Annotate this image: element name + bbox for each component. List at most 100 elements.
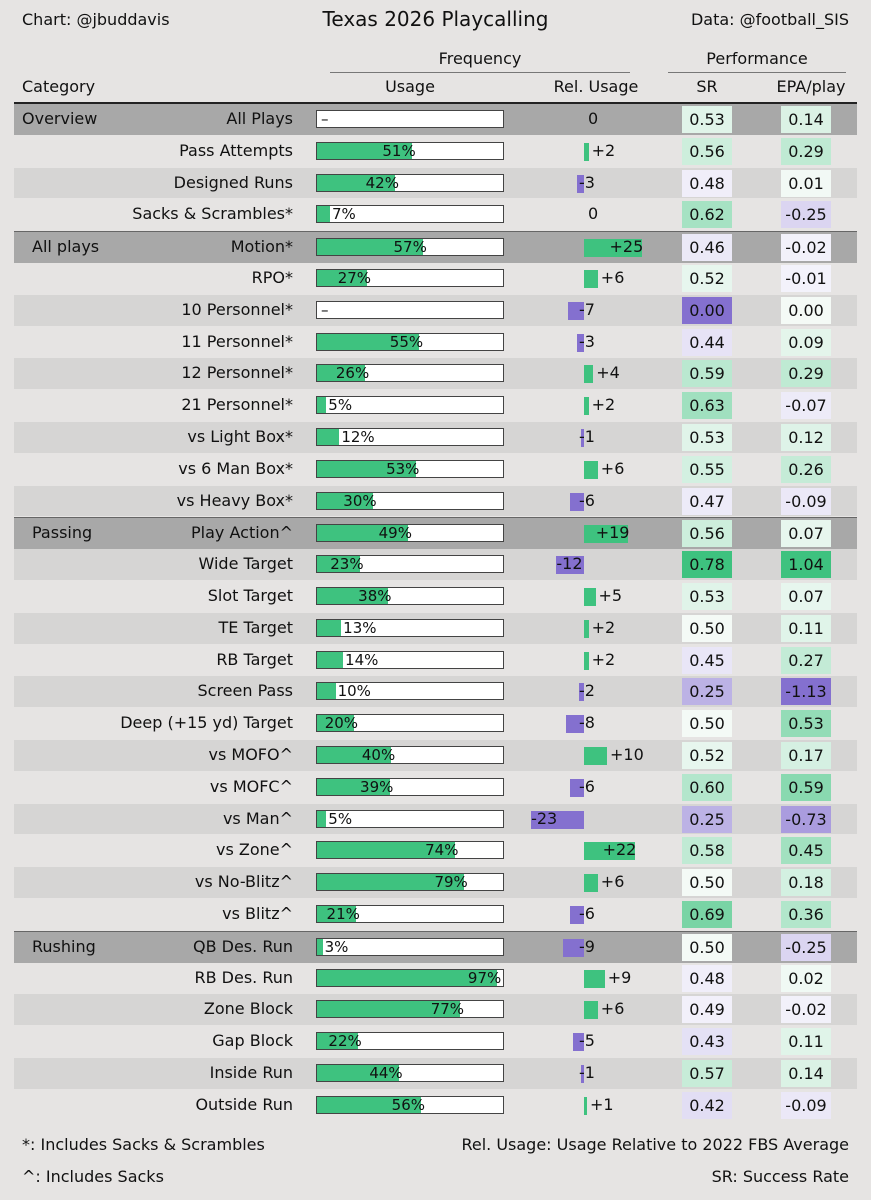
section-label: All plays [32, 237, 100, 257]
epa-cell: -0.09 [781, 487, 831, 515]
epa-cell: 0.59 [781, 773, 831, 801]
usage-label: 42% [365, 173, 399, 192]
usage-label: 30% [343, 491, 377, 510]
usage-label: 21% [326, 905, 360, 923]
row-label: vs Blitz^ [222, 904, 293, 923]
usage-bar [317, 429, 340, 445]
rel-usage-label: +22 [602, 840, 637, 860]
usage-label: 10% [337, 682, 371, 701]
usage-bar-track: 10% [316, 682, 504, 701]
sr-cell: 0.43 [682, 1028, 732, 1056]
epa-cell: 0.53 [781, 710, 831, 738]
sr-cell: 0.00 [682, 296, 732, 324]
sr-cell: 0.63 [682, 392, 732, 420]
row-label: vs Zone^ [215, 840, 293, 860]
rel-usage-label: +6 [600, 999, 625, 1019]
footnote-sr: SR: Success Rate [711, 1167, 849, 1186]
epa-cell: 0.12 [781, 424, 831, 451]
frequency-group-line [330, 72, 630, 73]
table-row: Inside Run 44% -1 0.57 0.14 [14, 1058, 857, 1089]
rel-usage-label: -6 [579, 776, 595, 796]
sr-cell: 0.25 [682, 678, 732, 706]
rel-usage-label: 0 [588, 109, 599, 128]
usage-label: 12% [341, 428, 375, 446]
table-row: Outside Run 56% +1 0.42 -0.09 [14, 1089, 857, 1121]
usage-bar-track: 30% [316, 491, 504, 510]
frequency-group-label: Frequency [438, 49, 522, 68]
section-label: Passing [32, 523, 93, 543]
rel-usage-bar [584, 651, 589, 670]
sr-cell: 0.50 [682, 710, 732, 738]
table-row: TE Target 13% +2 0.50 0.11 [14, 612, 857, 644]
sr-cell: 0.50 [682, 869, 732, 897]
usage-bar [317, 1033, 358, 1050]
sr-cell: 0.60 [682, 773, 732, 801]
header-rule [14, 102, 857, 104]
epa-cell: 0.36 [781, 901, 831, 928]
row-label: vs 6 Man Box* [178, 458, 293, 478]
row-label: Inside Run [209, 1063, 293, 1082]
rel-usage-label: +25 [609, 237, 644, 257]
usage-label: 79% [434, 873, 468, 892]
usage-bar [317, 778, 390, 795]
usage-bar [317, 333, 420, 350]
row-label: 11 Personnel* [181, 331, 293, 351]
rel-usage-label: +10 [610, 745, 644, 764]
row-label: Play Action^ [191, 523, 293, 543]
rel-usage-label: -12 [556, 554, 583, 574]
rel-usage-bar [567, 301, 584, 320]
sr-cell: 0.50 [682, 933, 732, 961]
sr-cell: 0.44 [682, 328, 732, 356]
usage-bar-track: 7% [316, 205, 504, 224]
rel-usage-label: +2 [591, 140, 616, 160]
usage-bar-track: 49% [316, 524, 504, 543]
sr-cell: 0.56 [682, 520, 732, 548]
usage-label: 49% [378, 524, 412, 543]
table-row: vs Light Box* 12% -1 0.53 0.12 [14, 422, 857, 453]
col-header-epa: EPA/play [776, 77, 846, 96]
sr-cell: 0.52 [682, 742, 732, 769]
usage-bar-track: 42% [316, 173, 504, 192]
usage-label: 27% [337, 269, 372, 287]
usage-label: 5% [328, 809, 353, 828]
sr-cell: 0.53 [682, 424, 732, 451]
usage-label: 44% [369, 1064, 403, 1082]
row-label: Zone Block [203, 999, 293, 1019]
rel-usage-bar [584, 1096, 587, 1115]
row-label: Wide Target [198, 554, 294, 574]
usage-bar-track: – [316, 110, 504, 128]
usage-bar [317, 397, 327, 414]
chart-title: Texas 2026 Playcalling [322, 7, 549, 31]
usage-bar [317, 365, 366, 382]
table-row: RB Target 14% +2 0.45 0.27 [14, 644, 857, 676]
usage-bar [317, 651, 344, 668]
table-row: Passing Play Action^ 49% +19 0.56 0.07 [14, 517, 857, 550]
epa-cell: -0.25 [781, 201, 831, 229]
usage-label: 20% [324, 714, 359, 733]
table-row: Gap Block 22% -5 0.43 0.11 [14, 1026, 857, 1057]
usage-bar [317, 1096, 422, 1113]
row-label: vs Man^ [222, 808, 293, 828]
rel-usage-bar [563, 938, 584, 957]
usage-bar [317, 270, 368, 286]
rel-usage-bar [531, 810, 584, 829]
table-row: vs MOFC^ 39% -6 0.60 0.59 [14, 771, 857, 803]
table-row: vs Blitz^ 21% -6 0.69 0.36 [14, 899, 857, 930]
usage-bar [317, 619, 342, 636]
rel-usage-label: +2 [591, 617, 616, 637]
epa-cell: 0.29 [781, 137, 831, 165]
epa-cell: 0.07 [781, 520, 831, 548]
rel-usage-label: +6 [600, 872, 625, 892]
row-label: 10 Personnel* [181, 299, 293, 319]
usage-bar [317, 969, 498, 986]
epa-cell: 0.00 [781, 296, 831, 324]
rel-usage-label: 0 [588, 204, 599, 224]
epa-cell: -0.07 [781, 392, 831, 420]
table-row: RPO* 27% +6 0.52 -0.01 [14, 263, 857, 294]
rel-usage-label: -1 [579, 1063, 595, 1082]
usage-label: 74% [425, 841, 459, 860]
rel-usage-bar [581, 1065, 584, 1083]
usage-label: 5% [328, 396, 353, 415]
rel-usage-label: -8 [579, 713, 595, 733]
rel-usage-bar [584, 397, 589, 416]
